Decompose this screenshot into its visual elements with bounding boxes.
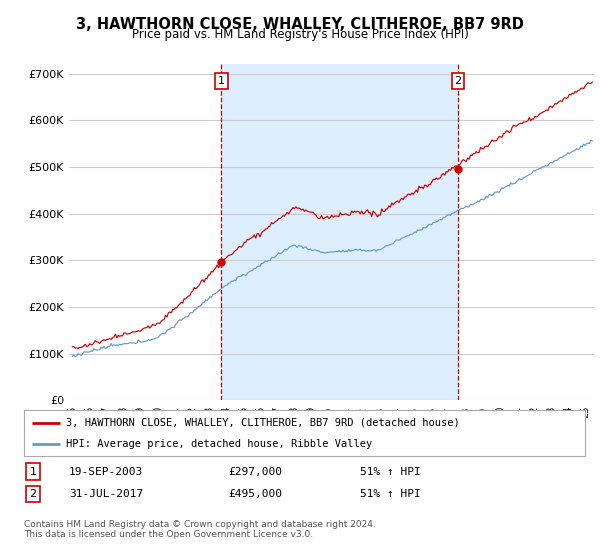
Text: HPI: Average price, detached house, Ribble Valley: HPI: Average price, detached house, Ribb… bbox=[66, 439, 373, 449]
Text: 3, HAWTHORN CLOSE, WHALLEY, CLITHEROE, BB7 9RD: 3, HAWTHORN CLOSE, WHALLEY, CLITHEROE, B… bbox=[76, 17, 524, 32]
Text: £495,000: £495,000 bbox=[228, 489, 282, 499]
Text: 51% ↑ HPI: 51% ↑ HPI bbox=[360, 466, 421, 477]
Text: 2: 2 bbox=[29, 489, 37, 499]
Text: 1: 1 bbox=[29, 466, 37, 477]
Text: Contains HM Land Registry data © Crown copyright and database right 2024.
This d: Contains HM Land Registry data © Crown c… bbox=[24, 520, 376, 539]
Bar bbox=[221, 64, 458, 400]
Text: 31-JUL-2017: 31-JUL-2017 bbox=[69, 489, 143, 499]
Text: 51% ↑ HPI: 51% ↑ HPI bbox=[360, 489, 421, 499]
Text: £297,000: £297,000 bbox=[228, 466, 282, 477]
Text: 2: 2 bbox=[454, 76, 461, 86]
Text: 3, HAWTHORN CLOSE, WHALLEY, CLITHEROE, BB7 9RD (detached house): 3, HAWTHORN CLOSE, WHALLEY, CLITHEROE, B… bbox=[66, 418, 460, 428]
Text: 19-SEP-2003: 19-SEP-2003 bbox=[69, 466, 143, 477]
Text: 1: 1 bbox=[218, 76, 225, 86]
Text: Price paid vs. HM Land Registry's House Price Index (HPI): Price paid vs. HM Land Registry's House … bbox=[131, 28, 469, 41]
